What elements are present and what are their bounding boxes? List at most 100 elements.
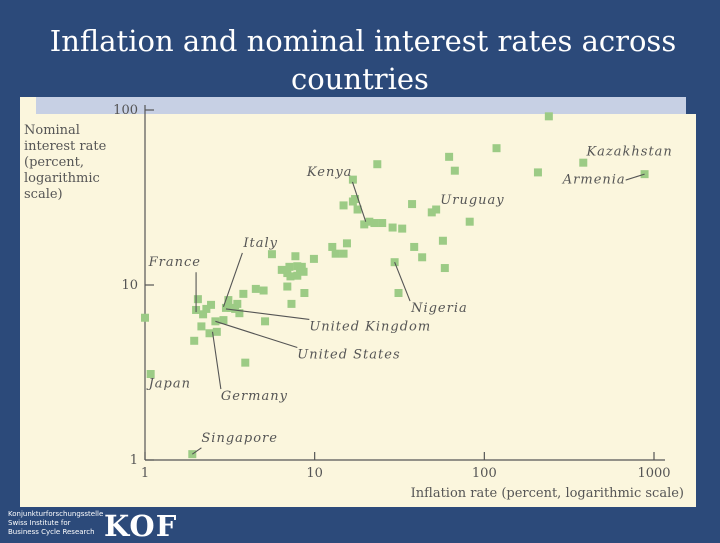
data-point xyxy=(365,217,374,226)
data-point xyxy=(287,299,296,308)
data-point xyxy=(293,271,302,280)
y-axis-label-line: interest rate xyxy=(24,139,107,154)
data-point xyxy=(351,195,360,204)
y-axis-label-line: logarithmic xyxy=(24,171,100,186)
slide-title-line-2: countries xyxy=(291,62,429,96)
data-point xyxy=(239,289,248,298)
organization-text: Konjunkturforschungsstelle Swiss Institu… xyxy=(8,510,103,537)
data-point xyxy=(226,303,235,312)
annotation-label: France xyxy=(148,255,201,270)
slide-title-line-1: Inflation and nominal interest rates acr… xyxy=(49,24,677,58)
data-point xyxy=(205,329,214,338)
chart-panel-left-strip xyxy=(20,97,36,507)
annotation-label: Uruguay xyxy=(440,193,504,208)
data-point xyxy=(241,358,250,367)
organization-line-3: Business Cycle Research xyxy=(8,528,95,536)
chart-axes xyxy=(144,105,665,461)
data-point xyxy=(235,309,244,318)
data-point xyxy=(285,262,294,271)
data-point xyxy=(408,200,417,209)
y-tick-label: 10 xyxy=(121,278,138,293)
data-point xyxy=(328,242,337,251)
data-point xyxy=(267,250,276,259)
data-point xyxy=(309,254,318,263)
data-point xyxy=(427,208,436,217)
y-tick-label: 1 xyxy=(130,453,138,468)
x-axis-label: Inflation rate (percent, logarithmic sca… xyxy=(411,486,684,501)
data-point xyxy=(579,158,588,167)
data-point xyxy=(207,300,216,309)
data-point xyxy=(450,166,459,175)
data-point xyxy=(190,336,199,345)
organization-line-1: Konjunkturforschungsstelle xyxy=(8,510,104,518)
organization-line-2: Swiss Institute for xyxy=(8,519,71,527)
data-point xyxy=(261,317,270,326)
data-point xyxy=(342,239,351,248)
x-tick-label: 10 xyxy=(306,466,323,481)
annotation-leader-line xyxy=(222,252,243,308)
data-point xyxy=(231,304,240,313)
annotation-label: Kenya xyxy=(306,165,353,180)
data-point xyxy=(297,262,306,271)
data-point xyxy=(492,144,501,153)
data-point xyxy=(233,299,242,308)
data-point xyxy=(465,217,474,226)
annotation-leader-line xyxy=(215,320,298,349)
data-point xyxy=(378,219,387,228)
data-point xyxy=(299,267,308,276)
annotation-leader-line xyxy=(225,308,310,320)
data-point xyxy=(277,265,286,274)
data-point xyxy=(370,219,379,228)
data-point xyxy=(440,264,449,273)
data-point xyxy=(373,160,382,169)
data-point xyxy=(398,224,407,233)
data-point xyxy=(286,272,295,281)
annotation-label: Armenia xyxy=(562,173,626,188)
data-point xyxy=(410,242,419,251)
data-point xyxy=(141,313,149,322)
annotation-label: Germany xyxy=(221,389,288,404)
y-axis-label-line: scale) xyxy=(24,187,63,202)
data-point xyxy=(388,223,397,232)
data-point xyxy=(197,322,206,331)
data-point xyxy=(202,304,211,313)
y-axis-label-line: (percent, xyxy=(24,155,84,170)
data-point xyxy=(353,205,362,214)
data-point xyxy=(331,249,340,258)
data-points xyxy=(141,112,649,459)
data-point xyxy=(300,289,309,298)
x-tick-label: 100 xyxy=(472,466,497,481)
data-point xyxy=(348,175,357,184)
data-point xyxy=(199,310,208,319)
data-point xyxy=(219,316,228,325)
annotation-label: Kazakhstan xyxy=(585,144,672,159)
data-point xyxy=(418,253,427,262)
annotation-leader-line xyxy=(351,181,367,222)
data-point xyxy=(438,236,447,245)
data-point xyxy=(293,262,302,271)
y-axis-label-line: Nominal xyxy=(24,123,80,138)
data-point xyxy=(146,370,155,379)
annotation-leader-line xyxy=(211,331,222,390)
data-point xyxy=(291,252,300,261)
annotation-label: Japan xyxy=(146,376,191,391)
data-point xyxy=(339,249,348,258)
annotation-label: Singapore xyxy=(201,431,278,446)
annotation-leaders xyxy=(191,173,645,455)
data-point xyxy=(221,303,230,312)
annotation-labels: Kazakhstan Armenia Kenya Uruguay Italy France… xyxy=(146,144,672,446)
data-point xyxy=(339,201,348,210)
annotation-leader-line xyxy=(191,447,202,455)
annotation-leader-line xyxy=(394,261,411,302)
data-point xyxy=(259,286,268,295)
data-point xyxy=(445,152,454,161)
kof-logo: KOF xyxy=(104,509,178,543)
data-point xyxy=(212,327,221,336)
slide-title: Inflation and nominal interest rates acr… xyxy=(0,22,720,98)
chart-panel xyxy=(34,114,696,507)
x-tick-label: 1000 xyxy=(637,466,670,481)
annotation-label: United States xyxy=(297,348,400,363)
data-point xyxy=(533,168,542,177)
